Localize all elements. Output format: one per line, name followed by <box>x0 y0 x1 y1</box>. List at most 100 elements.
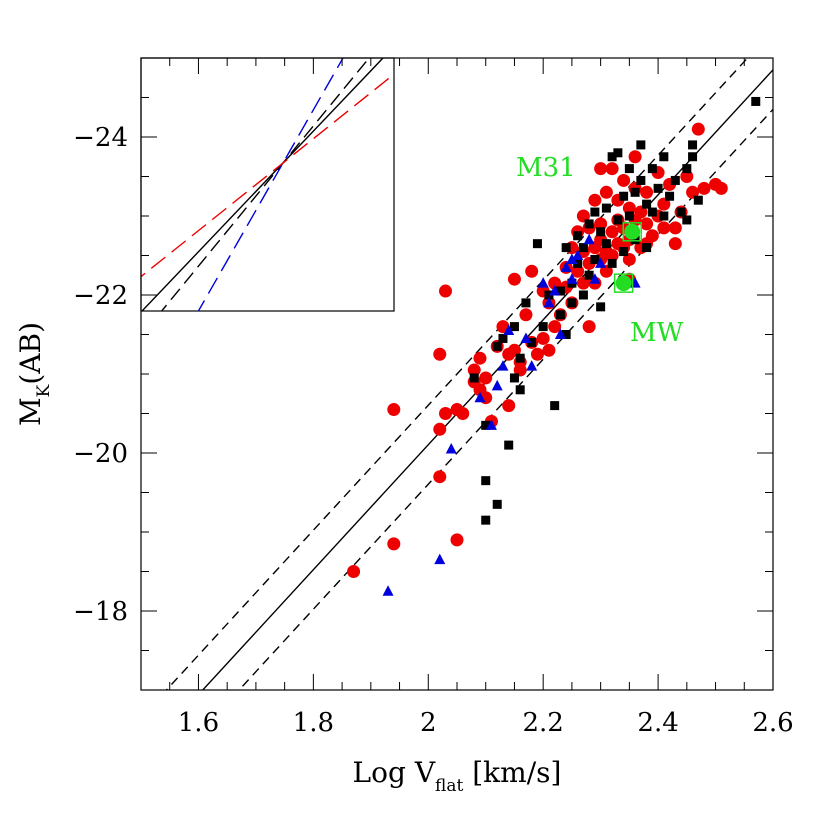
square-point <box>584 219 594 229</box>
square-point <box>532 239 542 249</box>
square-point <box>682 215 692 225</box>
square-point <box>607 258 617 268</box>
square-point <box>630 187 640 197</box>
square-point <box>607 152 617 162</box>
circle-point <box>439 284 453 298</box>
circle-point <box>657 197 671 211</box>
triangle-point <box>572 249 584 260</box>
circle-point <box>387 403 401 417</box>
circle-point <box>714 181 728 195</box>
highlight-point-mw <box>615 275 632 292</box>
square-point <box>481 420 491 430</box>
square-point <box>665 191 675 201</box>
square-point <box>527 337 537 347</box>
circle-point <box>576 209 590 223</box>
square-point <box>578 290 588 300</box>
x-tick-label: 2.4 <box>637 708 678 738</box>
y-tick-label: −18 <box>73 597 128 627</box>
y-tick-label: −20 <box>73 439 128 469</box>
square-point <box>509 322 519 332</box>
square-point <box>561 243 571 253</box>
circle-point <box>668 237 682 251</box>
axis-ticks <box>140 57 774 691</box>
square-point <box>590 207 600 217</box>
square-point <box>515 385 525 395</box>
circle-point <box>467 363 481 377</box>
circle-point <box>680 170 694 183</box>
highlight-markers <box>613 222 642 293</box>
highlight-point-m31 <box>624 223 641 240</box>
circle-point <box>479 371 493 385</box>
square-point <box>601 239 611 249</box>
circle-point <box>536 331 550 345</box>
annotation-m31: M31 <box>516 153 576 183</box>
triangle-point <box>566 273 578 284</box>
square-point <box>601 203 611 213</box>
triangle-point <box>537 277 549 288</box>
inset-lines <box>141 58 394 311</box>
inset-line-4 <box>141 73 394 278</box>
tick-labels: 1.6 1.8 2 2.2 2.4 2.6 −24 −22 −20 −18 <box>73 123 794 738</box>
square-point <box>682 164 692 174</box>
circle-point <box>456 407 470 420</box>
y-tick-label: −24 <box>73 123 128 153</box>
x-axis-title: Log Vflat [km/s] <box>353 756 562 796</box>
square-point <box>659 152 669 162</box>
inset-plot <box>140 57 395 312</box>
square-point <box>555 286 565 296</box>
square-point <box>688 152 698 162</box>
y-axis-title-sub: K <box>34 384 54 397</box>
square-point <box>670 175 680 185</box>
circle-point <box>588 193 602 207</box>
square-point <box>647 164 657 174</box>
square-point <box>693 195 703 205</box>
circle-point <box>507 343 521 357</box>
square-point <box>538 322 548 332</box>
circle-point <box>507 272 521 286</box>
square-point <box>573 258 583 268</box>
square-point <box>751 96 761 106</box>
square-point <box>567 298 577 308</box>
circle-point <box>347 565 361 578</box>
square-point <box>676 207 686 217</box>
square-point <box>481 476 491 486</box>
x-tick-label: 2.2 <box>523 708 564 738</box>
square-point <box>613 215 623 225</box>
circle-point <box>605 225 619 239</box>
y-axis-title-main: M <box>14 397 47 426</box>
triangle-point <box>554 328 566 339</box>
circle-point <box>697 181 711 195</box>
square-point <box>550 401 560 411</box>
square-point <box>619 247 629 257</box>
circle-point <box>605 249 619 262</box>
x-tick-label: 1.6 <box>178 708 219 738</box>
y-axis-title: MK(AB) <box>14 322 54 426</box>
square-point <box>624 164 634 174</box>
circle-point <box>594 217 608 231</box>
circle-point <box>640 185 654 199</box>
square-point <box>653 183 663 193</box>
circle-point <box>542 343 556 357</box>
triangle-point <box>526 360 538 371</box>
triangle-point <box>583 233 595 245</box>
square-point <box>521 298 531 308</box>
inset-line-1 <box>141 58 384 311</box>
circle-point <box>571 264 585 278</box>
circle-point <box>502 399 516 413</box>
circle-point <box>617 173 631 187</box>
square-point <box>596 227 606 237</box>
circle-point <box>691 122 705 136</box>
circle-point <box>433 347 447 361</box>
y-axis-title-rest: (AB) <box>14 322 47 385</box>
highlight-box-mw <box>613 273 634 293</box>
circle-point <box>548 320 562 334</box>
triangle-point <box>560 261 572 272</box>
x-axis-title-sub: flat <box>435 776 463 796</box>
square-point <box>469 373 479 383</box>
circle-point <box>686 185 700 199</box>
triangle-point <box>491 379 503 391</box>
circle-point <box>582 320 596 334</box>
circle-point <box>657 221 671 235</box>
circle-point <box>645 229 659 243</box>
square-point <box>688 140 698 150</box>
